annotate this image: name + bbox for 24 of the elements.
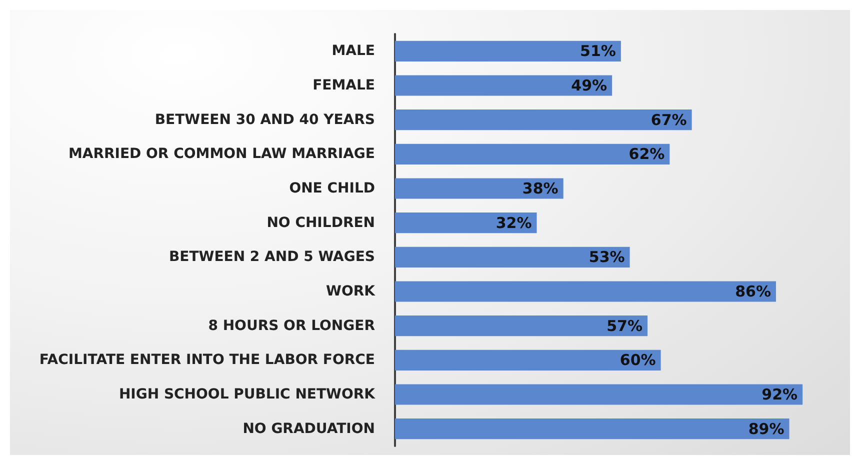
y-tick-label: 8 HOURS OR LONGER bbox=[208, 318, 376, 334]
data-label: 32% bbox=[496, 214, 532, 232]
data-label: 89% bbox=[748, 420, 784, 438]
y-tick-label: BETWEEN 2 AND 5 WAGES bbox=[168, 249, 375, 266]
data-label: 62% bbox=[628, 145, 665, 164]
y-tick-label: HIGH SCHOOL PUBLIC NETWORK bbox=[118, 386, 376, 402]
y-tick-label: FEMALE bbox=[312, 78, 375, 94]
data-label: 57% bbox=[606, 316, 643, 335]
y-tick-label: NO CHILDREN bbox=[266, 214, 375, 231]
data-label: 86% bbox=[735, 282, 771, 300]
y-tick-label: MARRIED OR COMMON LAW MARRIAGE bbox=[68, 146, 375, 162]
y-tick-label: MALE bbox=[332, 43, 375, 60]
data-label: 38% bbox=[522, 180, 558, 198]
data-label: 51% bbox=[580, 42, 616, 60]
data-label: 53% bbox=[588, 248, 625, 266]
data-label: 92% bbox=[762, 386, 798, 404]
y-tick-label: BETWEEN 30 AND 40 YEARS bbox=[154, 112, 375, 128]
data-label: 67% bbox=[650, 110, 687, 129]
y-tick-label: FACILITATE ENTER INTO THE LABOR FORCE bbox=[39, 352, 375, 368]
y-tick-label: WORK bbox=[326, 284, 376, 300]
y-tick-label: NO GRADUATION bbox=[242, 420, 375, 437]
y-tick-label: ONE CHILD bbox=[289, 180, 375, 196]
data-label: 60% bbox=[620, 351, 656, 370]
data-label: 49% bbox=[571, 76, 608, 94]
